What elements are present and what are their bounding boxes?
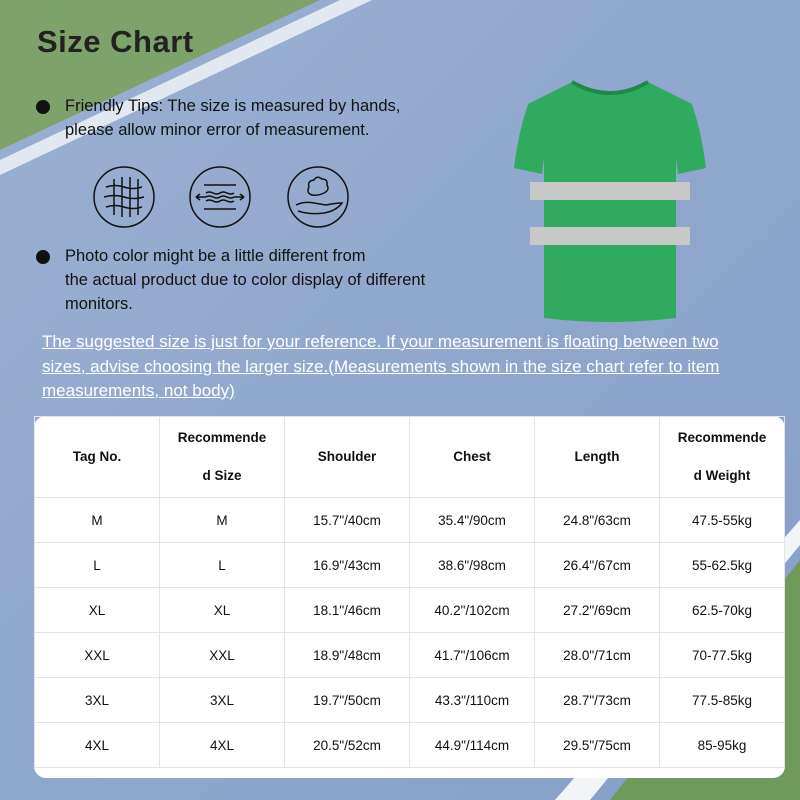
table-cell: L <box>159 542 285 588</box>
header-line: Recommende <box>677 430 767 445</box>
header-line: Tag No. <box>72 449 122 464</box>
tip-line: the actual product due to color display … <box>65 271 426 289</box>
table-cell: 4XL <box>159 722 285 768</box>
tip-line: Photo color might be a little different … <box>65 247 366 265</box>
table-cell: 38.6"/98cm <box>409 542 535 588</box>
column-header: Shoulder <box>284 416 410 498</box>
table-cell: L <box>34 542 160 588</box>
table-cell: 55-62.5kg <box>659 542 785 588</box>
bullet-icon <box>36 250 50 264</box>
column-header: Recommende d Weight <box>659 416 785 498</box>
table-cell: 40.2"/102cm <box>409 587 535 633</box>
size-table-card: Tag No. Recommende d Size Shoulder Chest Leng… <box>34 416 785 778</box>
table-cell: M <box>34 497 160 543</box>
table-cell: 27.2"/69cm <box>534 587 660 633</box>
bullet-icon <box>36 100 50 114</box>
header-line: d Weight <box>693 468 751 483</box>
header-line: Chest <box>453 449 491 464</box>
column-header: Length <box>534 416 660 498</box>
page-title: Size Chart <box>37 24 194 59</box>
table-cell: 18.9"/48cm <box>284 632 410 678</box>
table-row: XXL XXL 18.9"/48cm 41.7"/106cm 28.0"/71cm 70-… <box>34 632 785 678</box>
table-cell: 4XL <box>34 722 160 768</box>
table-cell: M <box>159 497 285 543</box>
header-line: d Size <box>202 468 242 483</box>
table-cell: 24.8"/63cm <box>534 497 660 543</box>
tip-color: Photo color might be a little different … <box>36 244 425 316</box>
column-header: Chest <box>409 416 535 498</box>
table-cell: 85-95kg <box>659 722 785 768</box>
table-row: 4XL 4XL 20.5"/52cm 44.9"/114cm 29.5"/75cm 85-… <box>34 722 785 768</box>
header-row: Tag No. Recommende d Size Shoulder Chest Leng… <box>34 416 785 498</box>
table-cell: 3XL <box>159 677 285 723</box>
table-cell: 3XL <box>34 677 160 723</box>
size-suggestion-note: The suggested size is just for your refe… <box>42 332 720 400</box>
table-cell: 18.1"/46cm <box>284 587 410 633</box>
header-line: Recommende <box>177 430 267 445</box>
table-cell: 20.5"/52cm <box>284 722 410 768</box>
column-header: Recommende d Size <box>159 416 285 498</box>
table-cell: 26.4"/67cm <box>534 542 660 588</box>
table-cell: 15.7"/40cm <box>284 497 410 543</box>
table-cell: 16.9"/43cm <box>284 542 410 588</box>
size-table: Tag No. Recommende d Size Shoulder Chest Leng… <box>34 416 785 768</box>
table-row: 3XL 3XL 19.7"/50cm 43.3"/110cm 28.7"/73cm 77.… <box>34 677 785 723</box>
table-row: L L 16.9"/43cm 38.6"/98cm 26.4"/67cm 55-62.5k… <box>34 542 785 588</box>
table-cell: 28.0"/71cm <box>534 632 660 678</box>
table-cell: XXL <box>34 632 160 678</box>
table-cell: XL <box>159 587 285 633</box>
table-row: M M 15.7"/40cm 35.4"/90cm 24.8"/63cm 47.5-55k… <box>34 497 785 543</box>
table-cell: 77.5-85kg <box>659 677 785 723</box>
product-tshirt-image <box>514 80 706 322</box>
table-cell: 41.7"/106cm <box>409 632 535 678</box>
table-cell: 62.5-70kg <box>659 587 785 633</box>
table-row: XL XL 18.1"/46cm 40.2"/102cm 27.2"/69cm 62.5-… <box>34 587 785 633</box>
tip-line: Friendly Tips: The size is measured by h… <box>65 97 401 115</box>
table-cell: 35.4"/90cm <box>409 497 535 543</box>
header-line: Shoulder <box>317 449 377 464</box>
table-cell: 19.7"/50cm <box>284 677 410 723</box>
stretch-fabric-icon <box>189 166 251 228</box>
feature-icons <box>92 165 352 229</box>
tip-line: monitors. <box>65 295 133 313</box>
column-header: Tag No. <box>34 416 160 498</box>
table-cell: 47.5-55kg <box>659 497 785 543</box>
table-cell: XL <box>34 587 160 633</box>
soft-cotton-hand-icon <box>287 166 349 228</box>
header-line: Length <box>574 449 620 464</box>
table-cell: XXL <box>159 632 285 678</box>
table-cell: 70-77.5kg <box>659 632 785 678</box>
tip-line: please allow minor error of measurement. <box>65 121 370 139</box>
tip-measurement: Friendly Tips: The size is measured by h… <box>36 94 400 142</box>
table-cell: 43.3"/110cm <box>409 677 535 723</box>
table-cell: 29.5"/75cm <box>534 722 660 768</box>
table-cell: 28.7"/73cm <box>534 677 660 723</box>
table-cell: 44.9"/114cm <box>409 722 535 768</box>
mesh-fabric-icon <box>93 166 155 228</box>
